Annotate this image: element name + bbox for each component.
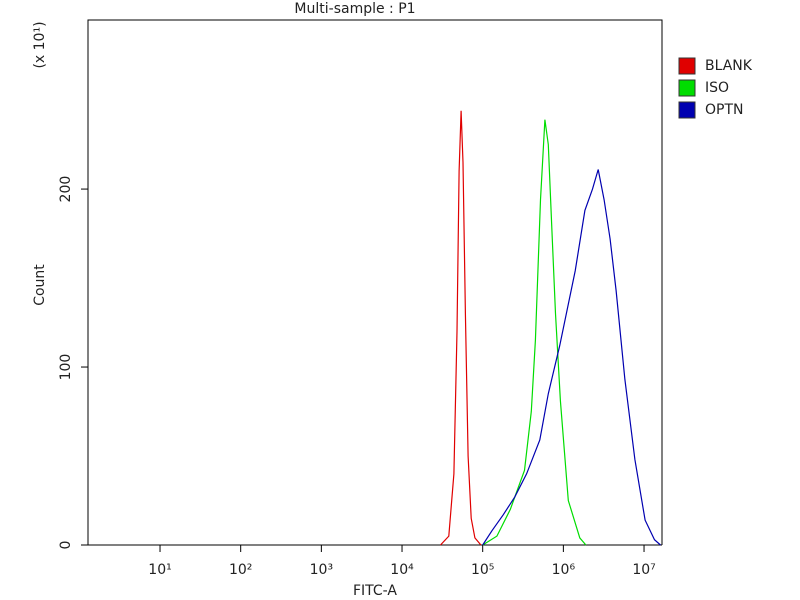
y-tick-label: 100 <box>58 354 74 381</box>
y-axis-label: Count <box>32 264 48 306</box>
series-line <box>482 169 661 546</box>
x-tick-label: 10⁵ <box>471 562 494 578</box>
legend-swatch <box>678 101 696 119</box>
x-tick-label: 10⁷ <box>632 562 655 578</box>
x-tick-label: 10³ <box>310 562 333 578</box>
legend-label: BLANK <box>705 58 753 74</box>
legend-swatch <box>678 79 696 97</box>
legend-label: ISO <box>705 80 729 96</box>
y-unit-label: (x 10¹) <box>32 21 48 68</box>
x-tick-label: 10¹ <box>148 562 171 578</box>
legend-swatch <box>678 57 696 75</box>
y-tick-label: 0 <box>58 541 74 550</box>
series-line <box>440 110 482 546</box>
x-tick-label: 10⁴ <box>390 562 414 578</box>
y-tick-label: 200 <box>58 176 74 203</box>
x-axis-label: FITC-A <box>353 583 397 599</box>
plot-frame <box>87 19 663 545</box>
legend-label: OPTN <box>705 102 744 118</box>
x-tick-label: 10⁶ <box>552 562 576 578</box>
x-tick-label: 10² <box>229 562 252 578</box>
chart-title: Multi-sample : P1 <box>294 1 415 17</box>
